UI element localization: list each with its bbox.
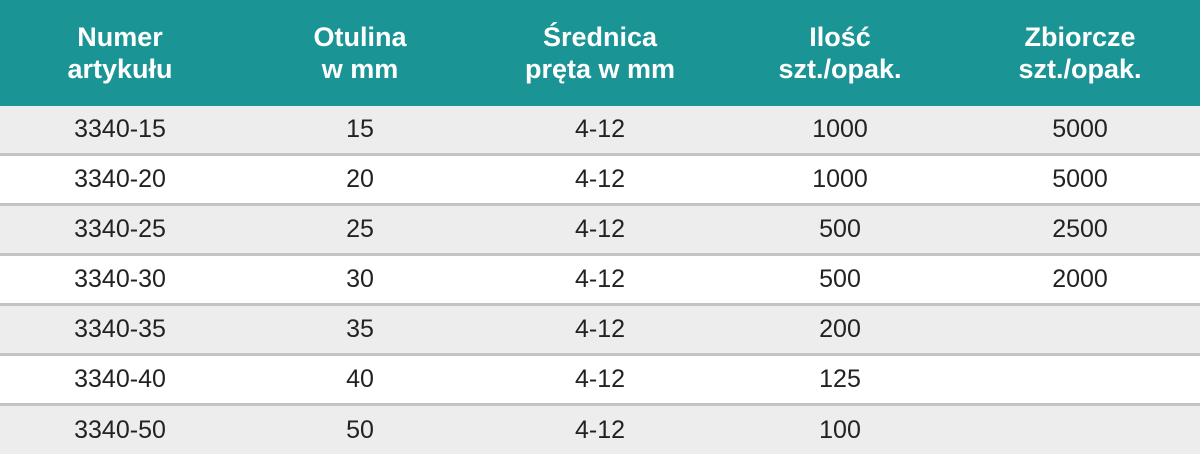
table-row: 3340-25 25 4-12 500 2500 [0,206,1200,256]
header-line: Średnica [542,22,658,52]
table-row: 3340-30 30 4-12 500 2000 [0,256,1200,306]
table-row: 3340-15 15 4-12 1000 5000 [0,106,1200,156]
cell-article-number: 3340-15 [74,115,166,143]
cell-cover: 50 [346,415,374,444]
table-header: Numer artykułu Otulina w mm Średnica prę… [0,0,1200,106]
cell-quantity: 125 [819,365,861,393]
cell-article-number: 3340-20 [74,165,166,193]
cell-bulk-quantity: 2000 [1052,265,1108,293]
header-bulk-quantity: Zbiorcze szt./opak. [960,0,1200,106]
cell-bar-diameter: 4-12 [574,365,626,393]
header-line: Otulina [313,22,407,52]
cell-cover: 30 [346,265,374,293]
cell-bar-diameter: 4-12 [574,115,626,143]
header-line: w mm [321,54,399,84]
cell-quantity: 200 [819,315,861,343]
header-line: Ilość [809,22,871,52]
table-row: 3340-35 35 4-12 200 [0,306,1200,356]
cell-bulk-quantity: 5000 [1052,165,1108,193]
cell-cover: 15 [346,115,374,143]
header-cover: Otulina w mm [240,0,480,106]
cell-bar-diameter: 4-12 [574,165,626,193]
header-line: szt./opak. [1018,54,1142,84]
cell-bulk-quantity [960,306,1200,353]
cell-cover: 35 [346,315,374,343]
table-row: 3340-40 40 4-12 125 [0,356,1200,406]
cell-cover: 25 [346,215,374,243]
header-line: Numer [77,22,163,52]
cell-bar-diameter: 4-12 [574,215,626,243]
cell-article-number: 3340-50 [74,415,166,444]
cell-bulk-quantity: 5000 [1052,115,1108,143]
cell-bulk-quantity: 2500 [1052,215,1108,243]
header-line: artykułu [67,54,173,84]
cell-cover: 40 [346,365,374,393]
cell-bar-diameter: 4-12 [574,315,626,343]
header-article-number: Numer artykułu [0,0,240,106]
table-row: 3340-50 50 4-12 100 [0,406,1200,454]
cell-quantity: 100 [819,415,861,444]
cell-cover: 20 [346,165,374,193]
cell-article-number: 3340-30 [74,265,166,293]
header-line: Zbiorcze [1024,22,1136,52]
cell-bar-diameter: 4-12 [574,265,626,293]
cell-bulk-quantity [960,406,1200,454]
header-quantity: Ilość szt./opak. [720,0,960,106]
cell-article-number: 3340-25 [74,215,166,243]
header-bar-diameter: Średnica pręta w mm [480,0,720,106]
cell-bulk-quantity [960,356,1200,403]
cell-quantity: 500 [819,265,861,293]
cell-quantity: 1000 [812,115,868,143]
cell-quantity: 1000 [812,165,868,193]
cell-article-number: 3340-40 [74,365,166,393]
cell-article-number: 3340-35 [74,315,166,343]
cell-bar-diameter: 4-12 [574,415,626,444]
header-line: pręta w mm [524,54,676,84]
table-row: 3340-20 20 4-12 1000 5000 [0,156,1200,206]
cell-quantity: 500 [819,215,861,243]
header-line: szt./opak. [778,54,902,84]
